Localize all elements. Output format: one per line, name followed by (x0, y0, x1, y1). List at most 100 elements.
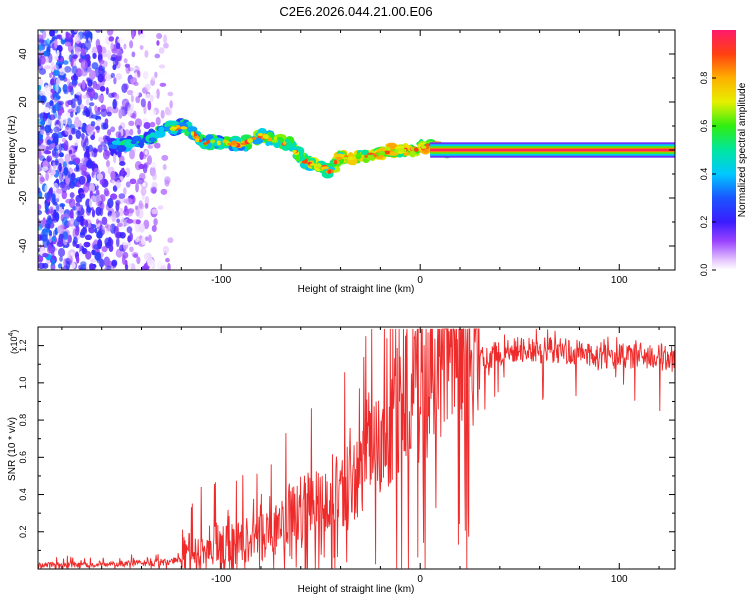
noise-speck (51, 132, 59, 143)
noise-speck (71, 127, 76, 135)
noise-speck (53, 38, 58, 49)
noise-speck (58, 143, 63, 153)
noise-speck (73, 96, 79, 102)
noise-speck (69, 181, 74, 189)
noise-speck (78, 243, 83, 251)
noise-speck (98, 200, 103, 208)
noise-speck (49, 128, 53, 134)
ridge-blob (116, 145, 127, 153)
noise-speck (137, 70, 141, 78)
noise-speck (157, 205, 164, 210)
noise-speck (112, 64, 117, 71)
colorbar-ticks: 0.0 0.2 0.4 0.6 0.8 (699, 72, 716, 276)
x-tick-label: 0 (417, 275, 423, 286)
x-tick-label: 0 (417, 574, 423, 585)
noise-speck (38, 234, 43, 242)
noise-speck (146, 252, 153, 263)
noise-speck (90, 134, 96, 141)
noise-speck (91, 209, 96, 218)
noise-speck (54, 55, 59, 61)
noise-speck (93, 84, 97, 90)
noise-speck (98, 59, 105, 65)
noise-speck (141, 265, 149, 270)
noise-speck (96, 173, 104, 181)
noise-speck (115, 179, 121, 189)
noise-speck (58, 64, 63, 69)
noise-speck (56, 49, 60, 57)
noise-speck (54, 158, 59, 166)
noise-speck (58, 67, 66, 76)
noise-speck (44, 191, 51, 200)
noise-speck (80, 164, 87, 173)
noise-speck (142, 163, 148, 174)
noise-speck (115, 199, 121, 206)
colorbar-label: Normalized spectral amplitude (737, 82, 748, 217)
noise-speck (105, 260, 113, 268)
noise-speck (80, 60, 88, 71)
noise-speck (110, 126, 116, 133)
noise-speck (45, 203, 49, 213)
ridge-core (309, 163, 317, 166)
ridge-core (384, 146, 391, 152)
ridge-blob (168, 120, 179, 126)
noise-speck (68, 54, 73, 63)
noise-speck (64, 41, 71, 47)
noise-speck (160, 265, 167, 270)
ridge-core (334, 159, 338, 165)
noise-speck (142, 182, 146, 187)
noise-speck (58, 34, 63, 40)
noise-speck (85, 31, 93, 42)
x-tick-label: -100 (211, 275, 231, 286)
noise-speck (152, 172, 157, 181)
noise-speck (59, 256, 63, 262)
noise-speck (91, 62, 99, 70)
noise-speck (48, 188, 53, 194)
noise-speck (110, 170, 116, 180)
noise-speck (142, 70, 149, 80)
ridge-core (206, 139, 210, 144)
noise-speck (105, 87, 109, 95)
noise-speck (129, 149, 135, 160)
ridge-core (292, 149, 297, 153)
noise-speck (136, 124, 141, 129)
ridge-blob (158, 126, 165, 133)
y-tick-label: -40 (18, 238, 29, 253)
noise-speck (137, 177, 145, 185)
noise-speck (63, 166, 69, 176)
noise-speck (78, 175, 86, 185)
noise-speck (124, 205, 128, 212)
noise-speck (109, 60, 113, 71)
noise-speck (74, 206, 82, 212)
noise-speck (119, 231, 126, 239)
noise-speck (138, 223, 145, 233)
snr-y-ticks: 0.2 0.4 0.6 0.8 1.0 1.2 (18, 326, 675, 551)
noise-speck (44, 184, 49, 194)
noise-speck (125, 197, 133, 205)
noise-speck (151, 224, 157, 233)
x-tick-label: -100 (211, 574, 231, 585)
noise-speck (81, 170, 88, 177)
noise-speck (75, 202, 81, 207)
noise-speck (99, 85, 106, 92)
noise-speck (61, 182, 68, 193)
noise-speck (130, 263, 136, 270)
noise-speck (73, 30, 79, 33)
noise-speck (124, 83, 129, 90)
noise-speck (115, 237, 120, 248)
noise-speck (97, 44, 103, 55)
noise-speck (121, 239, 129, 246)
noise-speck (42, 160, 49, 169)
noise-speck (126, 89, 134, 96)
noise-speck (99, 207, 104, 217)
spectrogram-y-ticks: -40 -20 0 20 40 (18, 29, 675, 271)
noise-speck (130, 62, 136, 74)
noise-speck (124, 63, 131, 68)
noise-speck (109, 193, 118, 200)
noise-speck (101, 225, 106, 231)
noise-speck (38, 203, 42, 211)
ridge-blob (187, 126, 198, 133)
noise-speck (43, 65, 51, 70)
y-tick-label: 20 (18, 96, 29, 108)
noise-speck (85, 98, 90, 106)
noise-speck (131, 51, 136, 58)
